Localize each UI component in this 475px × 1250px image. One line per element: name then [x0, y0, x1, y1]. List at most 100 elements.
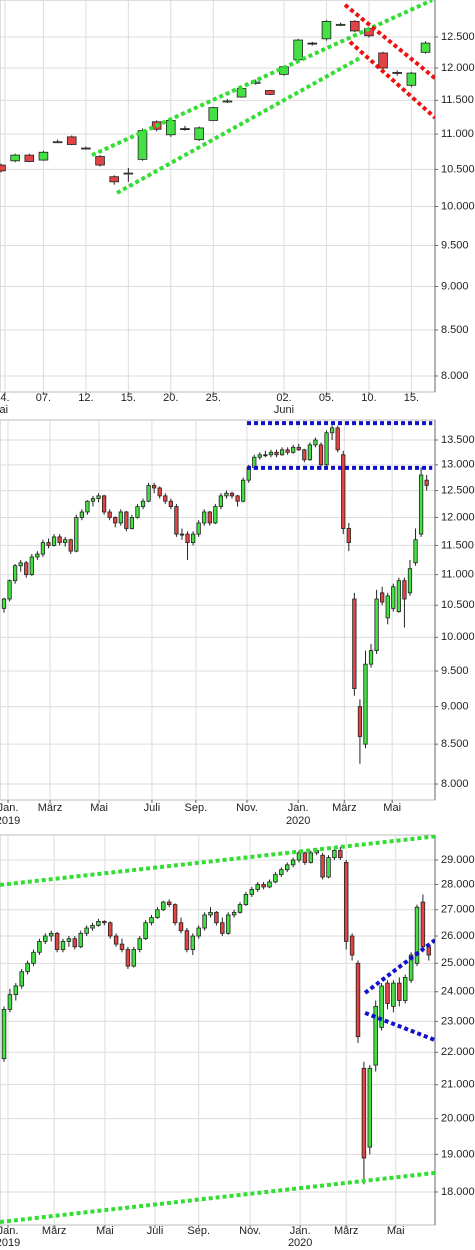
- candle-body: [237, 904, 243, 913]
- candle-body: [220, 922, 225, 934]
- y-tick-label: 24.000: [441, 986, 475, 998]
- candle-body: [38, 151, 49, 161]
- y-tick-label: 11.500: [441, 94, 474, 106]
- x-tick-label: ai: [0, 404, 8, 416]
- candle-body: [66, 136, 77, 145]
- x-tick-label: Juni: [274, 404, 294, 416]
- candle-body: [18, 562, 23, 567]
- candle-body: [84, 927, 89, 934]
- candle-body: [407, 568, 413, 594]
- candle-body: [329, 427, 335, 434]
- candle-body: [324, 432, 329, 466]
- candle-body: [385, 982, 390, 1004]
- candle-body: [40, 542, 46, 555]
- candle-body: [321, 20, 332, 40]
- candle-body: [48, 932, 54, 937]
- candle-body: [149, 917, 154, 924]
- candle-body: [190, 533, 196, 543]
- candle-body: [196, 927, 201, 937]
- trend-line: [0, 835, 435, 887]
- candle-body: [72, 938, 78, 948]
- x-tick-label: Nov.: [239, 1225, 261, 1237]
- trend-line: [0, 1170, 435, 1224]
- candle-body: [420, 901, 426, 948]
- x-tick-label: Nov.: [236, 802, 258, 814]
- candle-body: [274, 451, 279, 456]
- x-tick-label: 15.: [404, 392, 419, 404]
- y-tick-label: 8.000: [441, 370, 469, 382]
- trend-line: [364, 1011, 435, 1042]
- candle-body: [349, 20, 360, 32]
- x-tick-label: 2020: [288, 1237, 312, 1249]
- candle-body: [302, 852, 308, 863]
- candle-body: [225, 914, 231, 934]
- x-tick-label: März: [334, 1225, 358, 1237]
- candle-body: [268, 451, 274, 456]
- candle-body: [166, 901, 172, 906]
- x-tick-label: Jan.: [0, 1225, 18, 1237]
- y-tick-label: 12.000: [441, 62, 475, 74]
- candle-body: [60, 940, 66, 950]
- candle-body: [332, 850, 337, 859]
- trend-lines: [247, 421, 433, 470]
- candle-body: [320, 854, 325, 878]
- y-tick-label: 12.500: [441, 485, 475, 497]
- candle-body: [208, 911, 213, 916]
- candle-body: [85, 500, 90, 513]
- candle-body: [367, 1067, 373, 1148]
- candle-body: [163, 495, 168, 502]
- candle-body: [355, 962, 361, 1038]
- candle-body: [118, 511, 123, 524]
- candle-body: [418, 474, 424, 535]
- candle-body: [31, 951, 36, 964]
- candle-body: [54, 932, 60, 950]
- candle-body: [391, 586, 396, 609]
- candle-body: [43, 935, 48, 942]
- candle-body: [102, 921, 107, 924]
- candle-body: [66, 938, 72, 942]
- candle-body: [413, 539, 418, 564]
- candle-body: [214, 911, 219, 924]
- y-tick-label: 11.000: [441, 569, 474, 581]
- y-tick-label: 23.000: [441, 1015, 475, 1027]
- x-tick-label: März: [42, 1225, 66, 1237]
- x-tick-label: Mai: [90, 802, 108, 814]
- y-tick-label: 11.500: [441, 539, 474, 551]
- candle-body: [279, 449, 285, 456]
- candle-body: [373, 1005, 378, 1066]
- y-tick-label: 10.000: [441, 631, 475, 643]
- candle-body: [318, 444, 324, 466]
- candle-body: [213, 506, 218, 524]
- candle-body: [68, 539, 73, 552]
- candle-body: [202, 511, 207, 524]
- y-tick-label: 8.500: [441, 324, 469, 336]
- x-tick-label: Mai: [96, 1225, 114, 1237]
- candle-body: [146, 484, 151, 502]
- candle-body: [0, 164, 6, 172]
- candle-body: [207, 511, 212, 524]
- candle-body: [46, 542, 51, 546]
- candle-body: [194, 127, 204, 141]
- candle-body: [335, 427, 340, 451]
- y-tick-label: 20.000: [441, 1113, 475, 1125]
- candle-body: [179, 533, 185, 536]
- candle-body: [109, 176, 119, 183]
- candle-body: [307, 444, 312, 461]
- candle-body: [37, 940, 42, 953]
- candle-body: [249, 889, 255, 895]
- candle-body: [25, 962, 30, 973]
- candle-body: [406, 72, 417, 86]
- candle-body: [235, 495, 240, 502]
- candle-body: [224, 492, 229, 497]
- candle-body: [357, 706, 363, 737]
- candle-body: [19, 971, 24, 987]
- x-tick-label: Jan.: [288, 802, 309, 814]
- candle-body: [385, 595, 390, 619]
- candle-body: [1, 1008, 7, 1060]
- candle-body: [279, 869, 284, 875]
- candle-body: [291, 446, 296, 453]
- candle-body: [379, 985, 384, 1028]
- candle-body: [168, 500, 173, 507]
- candle-body: [96, 921, 101, 926]
